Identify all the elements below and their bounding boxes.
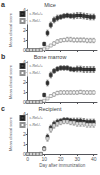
svg-text:10: 10 (41, 156, 47, 162)
svg-text:b: b (1, 53, 5, 60)
svg-text:Mean clinical score: Mean clinical score (8, 64, 13, 99)
svg-text:Mice: Mice (44, 2, 56, 8)
svg-text:c-Rel-/-: c-Rel-/- (30, 123, 42, 127)
svg-text:Bone marrow: Bone marrow (34, 54, 67, 60)
svg-text:Mean clinical score: Mean clinical score (8, 12, 13, 47)
svg-text:Recipient: Recipient (39, 106, 62, 112)
svg-text:4: 4 (22, 59, 26, 65)
svg-text:c-Rel+/+: c-Rel+/+ (30, 64, 43, 68)
svg-text:Day after immunization: Day after immunization (39, 163, 86, 168)
svg-text:2: 2 (23, 79, 26, 85)
svg-text:0: 0 (26, 156, 29, 162)
svg-text:c: c (1, 105, 5, 112)
svg-text:1: 1 (23, 141, 26, 147)
svg-text:4: 4 (22, 7, 26, 13)
svg-text:c-Rel+/+: c-Rel+/+ (30, 116, 43, 120)
svg-text:c-Rel-/-: c-Rel-/- (30, 71, 42, 75)
svg-text:4: 4 (22, 111, 26, 117)
svg-text:20: 20 (58, 156, 64, 162)
svg-text:1: 1 (23, 37, 26, 43)
svg-text:0: 0 (23, 99, 26, 105)
svg-text:40: 40 (91, 156, 97, 162)
svg-text:2: 2 (23, 131, 26, 137)
svg-text:2: 2 (23, 27, 26, 33)
svg-text:a: a (1, 1, 5, 8)
svg-text:c-Rel+/+: c-Rel+/+ (30, 12, 43, 16)
svg-text:c-Rel-/-: c-Rel-/- (30, 19, 42, 23)
svg-text:Mean clinical score: Mean clinical score (8, 116, 13, 151)
svg-text:0: 0 (23, 47, 26, 53)
svg-text:30: 30 (74, 156, 80, 162)
svg-text:0: 0 (22, 151, 26, 157)
svg-text:1: 1 (23, 89, 26, 95)
